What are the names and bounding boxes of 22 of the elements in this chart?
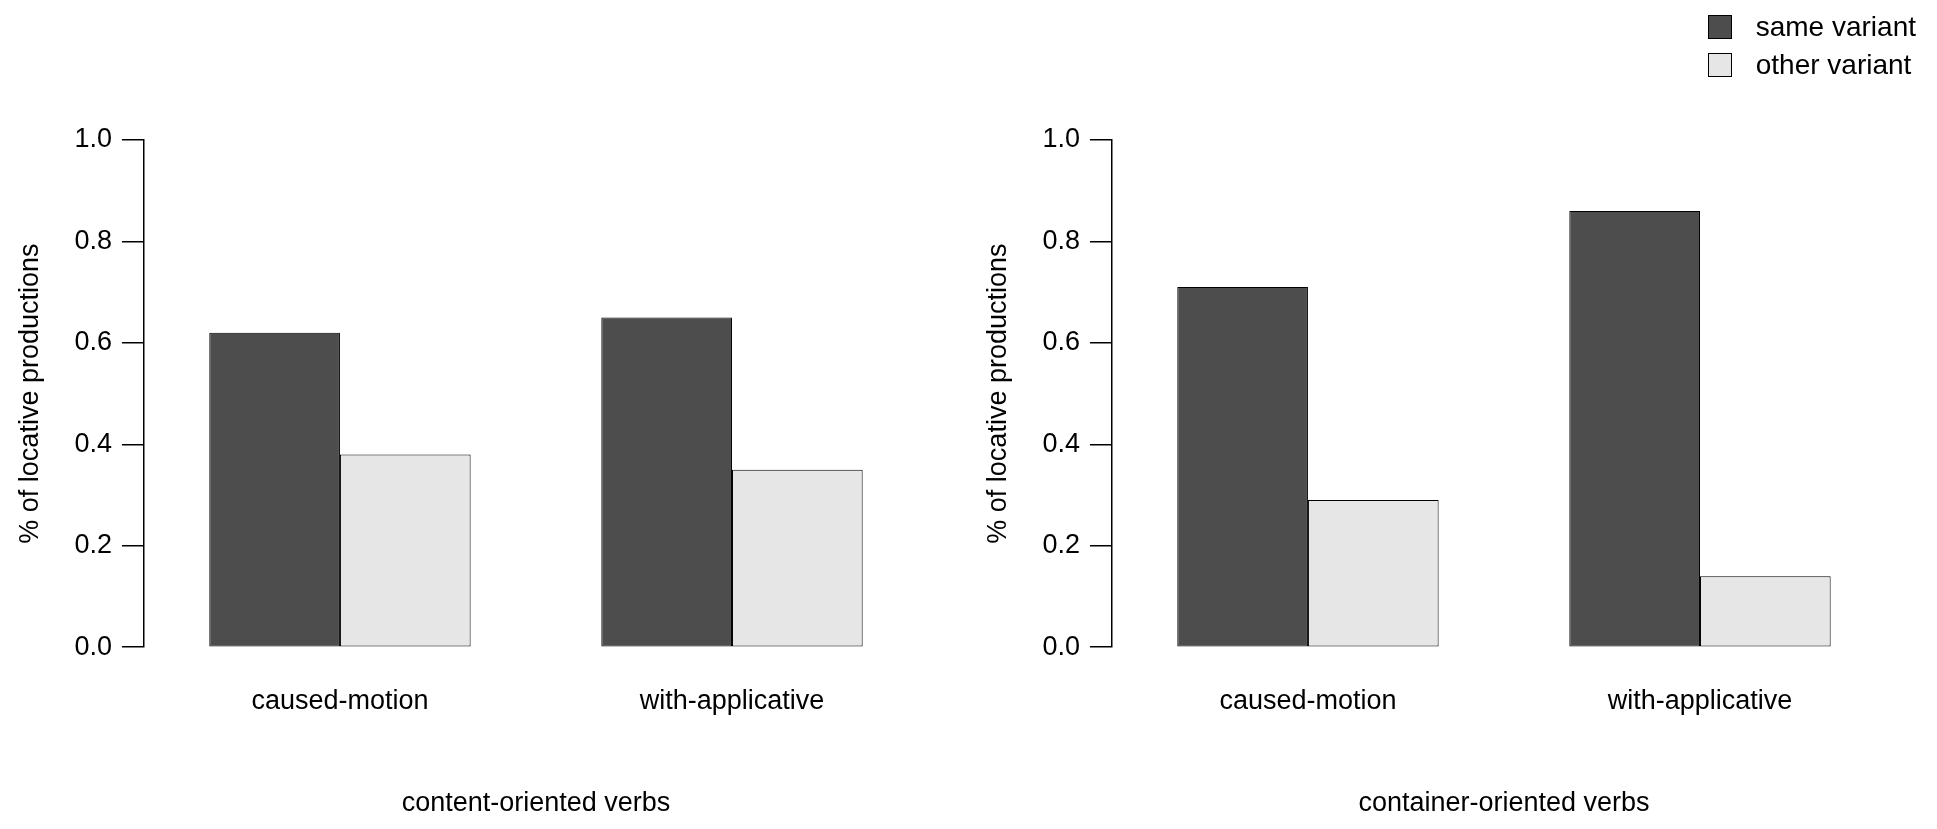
y-tick-label: 0.2	[1042, 529, 1080, 560]
y-tick-label: 0.8	[74, 224, 112, 255]
x-axis-title: content-oriented verbs	[401, 787, 671, 818]
x-tick-label: caused-motion	[1219, 684, 1397, 715]
y-axis-title: % of locative productions	[981, 243, 1012, 544]
y-tick-label: 0.8	[1042, 224, 1080, 255]
y-tick-label: 0.0	[74, 630, 112, 661]
x-tick-label: caused-motion	[251, 684, 429, 715]
x-tick-label: with-applicative	[638, 684, 825, 715]
y-tick-label: 1.0	[74, 123, 112, 154]
y-tick-label: 0.2	[74, 529, 112, 560]
x-axis-title: container-oriented verbs	[1358, 787, 1650, 818]
legend-label: same variant	[1755, 11, 1916, 43]
x-tick-label: with-applicative	[1606, 684, 1793, 715]
y-tick-label: 0.6	[74, 326, 112, 357]
y-tick-label: 0.6	[1042, 326, 1080, 357]
y-tick-label: 0.0	[1042, 630, 1080, 661]
y-axis-title: % of locative productions	[13, 243, 44, 544]
y-tick-label: 1.0	[1042, 123, 1080, 154]
y-tick-label: 0.4	[1042, 427, 1080, 458]
legend-label: other variant	[1755, 49, 1912, 81]
y-tick-label: 0.4	[74, 427, 112, 458]
